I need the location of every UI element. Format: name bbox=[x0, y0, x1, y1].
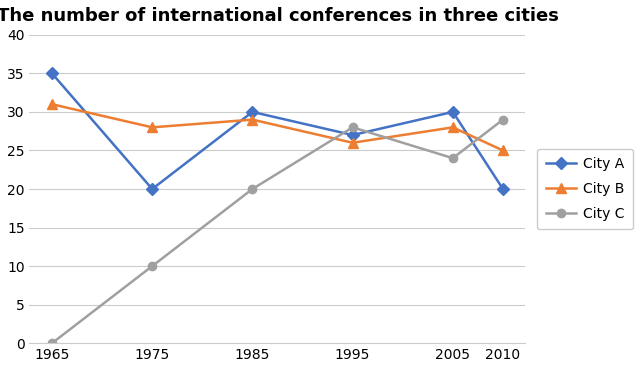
City B bbox=[148, 125, 156, 130]
City B bbox=[349, 141, 356, 145]
City B bbox=[499, 148, 507, 153]
City C bbox=[499, 117, 507, 122]
Line: City A: City A bbox=[48, 69, 507, 193]
Line: City C: City C bbox=[48, 115, 507, 347]
City C bbox=[48, 341, 56, 345]
City A bbox=[449, 110, 457, 114]
City B bbox=[449, 125, 457, 130]
City B bbox=[48, 102, 56, 106]
City A bbox=[48, 71, 56, 76]
City A bbox=[148, 187, 156, 191]
City C bbox=[349, 125, 356, 130]
City A bbox=[349, 133, 356, 137]
City C bbox=[449, 156, 457, 161]
City C bbox=[248, 187, 256, 191]
Legend: City A, City B, City C: City A, City B, City C bbox=[538, 149, 633, 230]
City A bbox=[248, 110, 256, 114]
City A bbox=[499, 187, 507, 191]
Title: The number of international conferences in three cities: The number of international conferences … bbox=[0, 7, 558, 25]
City C bbox=[148, 264, 156, 268]
City B bbox=[248, 117, 256, 122]
Line: City B: City B bbox=[47, 99, 508, 155]
